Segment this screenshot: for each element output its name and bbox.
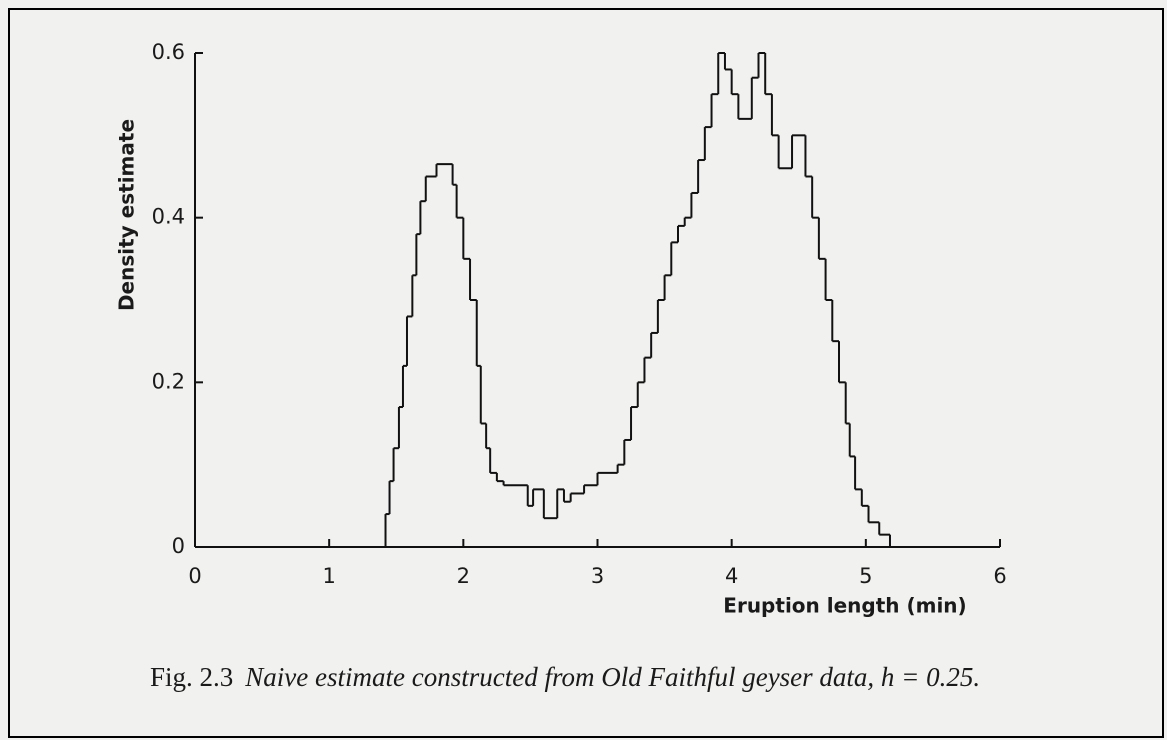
x-tick-label: 3 xyxy=(591,564,604,588)
y-tick-label: 0.6 xyxy=(152,40,185,64)
y-tick-label: 0 xyxy=(172,534,185,558)
y-tick-label: 0.4 xyxy=(152,205,185,229)
x-tick-label: 0 xyxy=(188,564,201,588)
x-tick-label: 5 xyxy=(859,564,872,588)
y-tick-label: 0.2 xyxy=(152,369,185,393)
x-axis-label: Eruption length (min) xyxy=(723,594,966,618)
caption-text: Naive estimate constructed from Old Fait… xyxy=(244,662,980,692)
x-tick-label: 4 xyxy=(725,564,738,588)
frame xyxy=(8,8,1164,738)
x-tick-label: 1 xyxy=(322,564,335,588)
caption-label: Fig. 2.3 xyxy=(150,662,233,692)
x-tick-label: 2 xyxy=(457,564,470,588)
x-tick-label: 6 xyxy=(993,564,1006,588)
y-axis-label: Density estimate xyxy=(115,119,139,311)
caption: Fig. 2.3 Naive estimate constructed from … xyxy=(150,662,980,692)
